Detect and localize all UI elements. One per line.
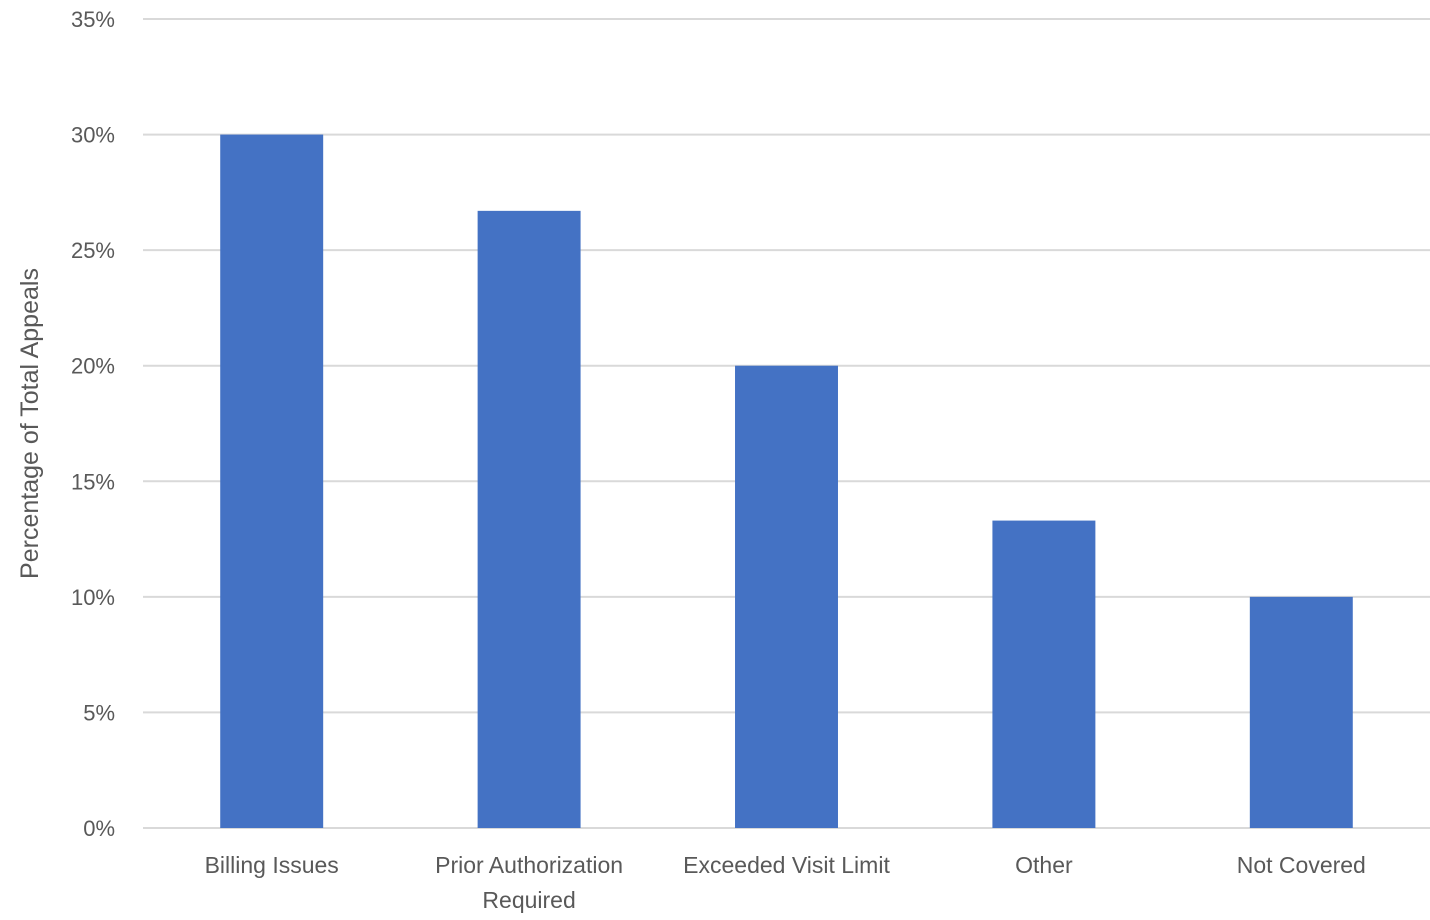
bar	[220, 134, 324, 829]
bar	[1249, 596, 1353, 828]
x-category-label: Prior Authorization Required	[435, 852, 623, 913]
y-tick-label: 0%	[83, 816, 115, 841]
x-category-label: Exceeded Visit Limit	[683, 852, 890, 878]
x-category-label: Billing Issues	[205, 852, 339, 878]
y-tick-label: 35%	[71, 7, 115, 32]
y-tick-label: 5%	[83, 700, 115, 725]
y-axis-title: Percentage of Total Appeals	[16, 268, 44, 579]
y-tick-label: 15%	[71, 469, 115, 494]
bar	[477, 210, 581, 828]
x-category-label: Not Covered	[1237, 852, 1366, 878]
bar	[992, 520, 1096, 828]
y-tick-label: 10%	[71, 585, 115, 610]
y-tick-label: 20%	[71, 354, 115, 379]
y-tick-label: 30%	[71, 123, 115, 148]
y-axis-tick-labels: 0% 5% 10% 15% 20% 25% 30% 35%	[71, 7, 115, 841]
x-axis-category-labels: Billing Issues Prior Authorization Require…	[205, 852, 1366, 913]
y-tick-label: 25%	[71, 238, 115, 263]
bars	[220, 134, 1353, 829]
bar	[735, 365, 838, 828]
x-category-label: Other	[1015, 852, 1073, 878]
